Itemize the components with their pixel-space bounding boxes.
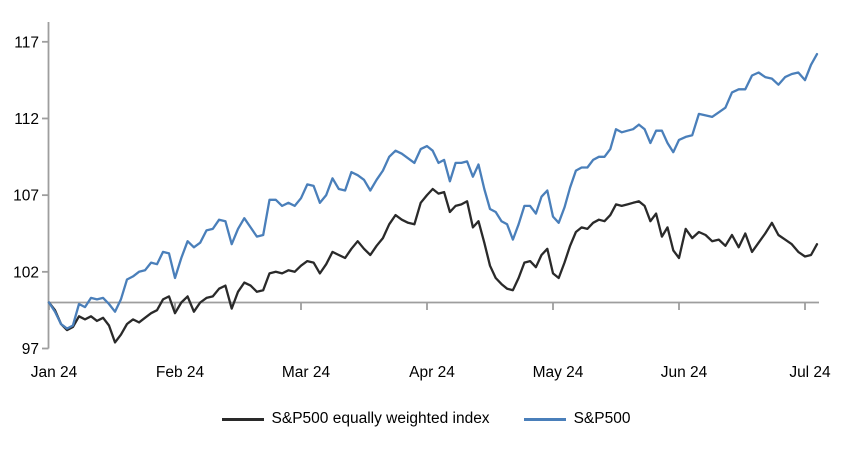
x-axis-tick-label: Jun 24 <box>661 364 708 381</box>
x-axis-tick-label: Jul 24 <box>789 364 831 381</box>
legend-item-equal-weight: S&P500 equally weighted index <box>221 410 490 428</box>
x-axis-tick-label: Mar 24 <box>282 364 331 381</box>
x-axis-tick-label: Apr 24 <box>409 364 455 381</box>
y-axis-tick-label: 112 <box>14 111 39 128</box>
y-axis-tick-label: 117 <box>14 34 39 51</box>
legend-label-sp500: S&P500 <box>573 410 631 427</box>
x-axis-tick-label: Jan 24 <box>31 364 78 381</box>
y-axis-tick-label: 102 <box>13 264 39 281</box>
y-axis-tick-label: 97 <box>22 341 39 358</box>
x-axis-tick-label: May 24 <box>533 364 584 381</box>
equal-weight-index-line <box>47 187 819 344</box>
sp500-line <box>47 52 819 330</box>
line-chart-plot-area: 97 102 107 112 117 Jan 24 Feb 24 Mar 24 Apr 24 Ma… <box>13 22 831 381</box>
legend-label-equal-weight: S&P500 equally weighted index <box>271 410 490 427</box>
y-axis-tick-label: 107 <box>13 188 39 205</box>
x-axis-tick-label: Feb 24 <box>156 364 205 381</box>
legend: S&P500 equally weighted index S&P500 <box>0 410 852 428</box>
legend-swatch-equal-weight-line <box>221 417 264 421</box>
legend-swatch-sp500-line <box>523 417 566 421</box>
legend-item-sp500: S&P500 <box>523 410 631 428</box>
